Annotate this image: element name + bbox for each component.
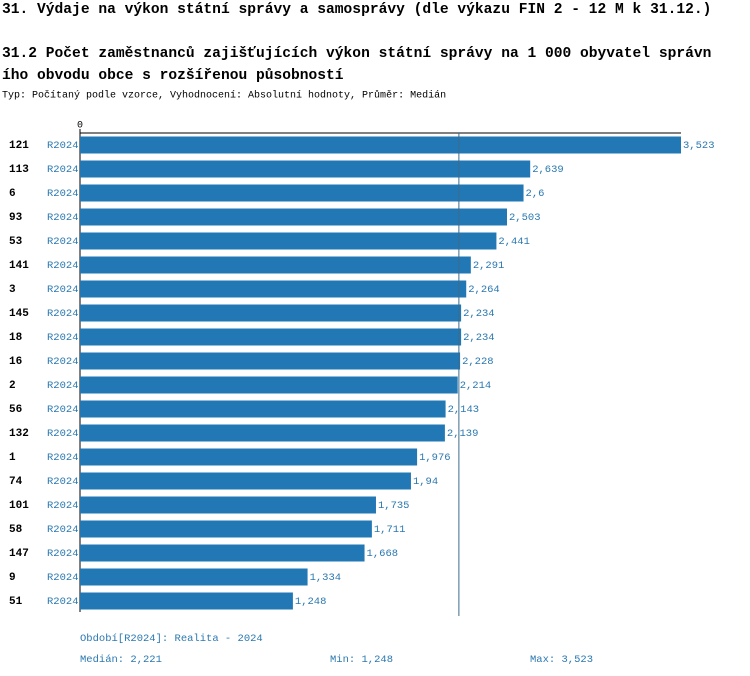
value-label: 2,228 (462, 356, 494, 368)
category-label: 74 (9, 476, 23, 488)
value-label: 2,6 (526, 188, 545, 200)
category-label: 56 (9, 404, 22, 416)
category-label: 18 (9, 332, 23, 344)
category-label: 51 (9, 596, 23, 608)
category-label: 2 (9, 380, 16, 392)
series-label: R2024 (47, 476, 79, 488)
bar (80, 208, 507, 226)
series-label: R2024 (47, 140, 79, 152)
series-label: R2024 (47, 164, 79, 176)
category-label: 1 (9, 452, 16, 464)
category-label: 9 (9, 572, 16, 584)
series-label: R2024 (47, 572, 79, 584)
series-label: R2024 (47, 188, 79, 200)
series-label: R2024 (47, 596, 79, 608)
category-label: 121 (9, 140, 29, 152)
chart-subtitle: ího obvodu obce s rozšířenou působností (2, 68, 344, 84)
value-label: 2,234 (463, 332, 495, 344)
bar (80, 520, 372, 538)
value-label: 2,291 (473, 260, 505, 272)
series-label: R2024 (47, 548, 79, 560)
value-label: 2,264 (468, 284, 500, 296)
series-label: R2024 (47, 428, 79, 440)
series-label: R2024 (47, 452, 79, 464)
value-label: 1,94 (413, 476, 438, 488)
bar (80, 376, 458, 394)
bar (80, 328, 462, 346)
category-label: 101 (9, 500, 29, 512)
bar (80, 424, 445, 442)
value-label: 2,139 (447, 428, 479, 440)
value-label: 1,248 (295, 596, 327, 608)
bar (80, 232, 497, 250)
median-label: Medián: 2,221 (80, 654, 162, 666)
series-label: R2024 (47, 260, 79, 272)
category-label: 132 (9, 428, 29, 440)
category-label: 145 (9, 308, 29, 320)
value-label: 1,668 (367, 548, 399, 560)
chart-subtitle: 31.2 Počet zaměstnanců zajišťujících výk… (2, 46, 711, 62)
bar (80, 592, 293, 610)
series-label: R2024 (47, 356, 79, 368)
chart-note: Typ: Počítaný podle vzorce, Vyhodnocení:… (2, 89, 446, 102)
series-label: R2024 (47, 236, 79, 248)
series-label: R2024 (47, 308, 79, 320)
category-label: 93 (9, 212, 23, 224)
value-label: 2,143 (448, 404, 480, 416)
bar (80, 352, 461, 370)
series-label: R2024 (47, 332, 79, 344)
bar (80, 304, 462, 322)
value-label: 2,441 (498, 236, 530, 248)
bar (80, 184, 524, 202)
value-label: 1,711 (374, 524, 406, 536)
max-label: Max: 3,523 (530, 654, 593, 666)
bar (80, 568, 308, 586)
series-label: R2024 (47, 524, 79, 536)
series-label: R2024 (47, 500, 79, 512)
value-label: 1,976 (419, 452, 451, 464)
bar (80, 280, 467, 298)
bar (80, 256, 471, 274)
category-label: 16 (9, 356, 22, 368)
bar (80, 160, 531, 178)
series-label: R2024 (47, 404, 79, 416)
value-label: 2,234 (463, 308, 495, 320)
value-label: 2,503 (509, 212, 541, 224)
category-label: 58 (9, 524, 23, 536)
category-label: 113 (9, 164, 29, 176)
value-label: 2,214 (460, 380, 492, 392)
category-label: 3 (9, 284, 16, 296)
series-label: R2024 (47, 212, 79, 224)
x-tick-label: 0 (77, 121, 83, 132)
bar (80, 544, 365, 562)
category-label: 141 (9, 260, 29, 272)
category-label: 6 (9, 188, 16, 200)
series-label: R2024 (47, 380, 79, 392)
min-label: Min: 1,248 (330, 654, 393, 666)
bar (80, 472, 411, 490)
value-label: 3,523 (683, 140, 715, 152)
category-label: 147 (9, 548, 29, 560)
series-label: R2024 (47, 284, 79, 296)
value-label: 1,334 (310, 572, 342, 584)
bar (80, 136, 681, 154)
chart-title: 31. Výdaje na výkon státní správy a samo… (2, 2, 711, 18)
category-label: 53 (9, 236, 23, 248)
bar (80, 496, 376, 514)
value-label: 2,639 (532, 164, 564, 176)
period-label: Období[R2024]: Realita - 2024 (80, 633, 263, 645)
value-label: 1,735 (378, 500, 410, 512)
bar (80, 448, 418, 466)
bar (80, 400, 446, 418)
